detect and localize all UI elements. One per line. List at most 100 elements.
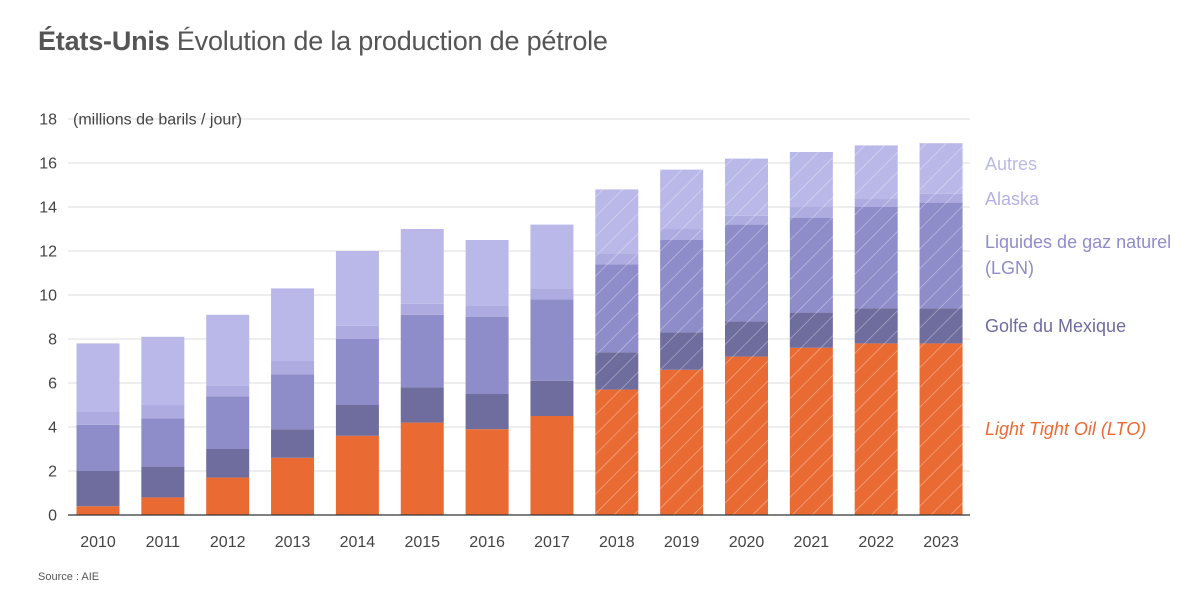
bar-segment bbox=[335, 339, 379, 405]
y-tick-label: 8 bbox=[48, 332, 57, 349]
page-title: États-Unis Évolution de la production de… bbox=[38, 26, 608, 57]
bar-segment bbox=[465, 240, 509, 306]
bar-stack-2019 bbox=[660, 169, 704, 515]
bar-hatch-overlay bbox=[789, 152, 833, 515]
bar-segment bbox=[530, 380, 574, 416]
legend-label: Alaska bbox=[985, 189, 1040, 209]
x-tick-label: 2012 bbox=[210, 534, 246, 551]
legend-item: Light Tight Oil (LTO) bbox=[985, 416, 1146, 442]
bar-segment bbox=[400, 387, 444, 423]
bar-stack-2015 bbox=[400, 229, 444, 515]
bar-segment bbox=[76, 506, 120, 515]
y-tick-label: 14 bbox=[39, 200, 57, 217]
x-tick-label: 2016 bbox=[469, 534, 505, 551]
bar-segment bbox=[141, 418, 185, 467]
bar-segment bbox=[400, 229, 444, 304]
bar-segment bbox=[335, 325, 379, 339]
bar-segment bbox=[206, 385, 250, 397]
bar-stack-2022 bbox=[854, 145, 898, 515]
bar-segment bbox=[400, 303, 444, 315]
bars bbox=[76, 143, 963, 515]
y-tick-label: 2 bbox=[48, 464, 57, 481]
bar-stack-2018 bbox=[595, 189, 639, 515]
bar-stack-2023 bbox=[919, 143, 963, 515]
title-subject: Évolution de la production de pétrole bbox=[176, 26, 608, 56]
bar-segment bbox=[206, 314, 250, 386]
bar-segment bbox=[271, 374, 315, 430]
legend-item: Autres bbox=[985, 151, 1037, 177]
bar-segment bbox=[465, 394, 509, 430]
bar-segment bbox=[76, 424, 120, 471]
bar-stack-2013 bbox=[271, 288, 315, 515]
bar-segment bbox=[335, 435, 379, 515]
x-tick-label: 2020 bbox=[729, 534, 765, 551]
y-axis: 0 2 4 6 8 10 12 14 16 18 bbox=[39, 112, 57, 525]
y-axis-unit-label: (millions de barils / jour) bbox=[73, 112, 242, 129]
bar-segment bbox=[530, 299, 574, 381]
bar-stack-2012 bbox=[206, 314, 250, 515]
legend-label: Light Tight Oil (LTO) bbox=[985, 419, 1147, 440]
source-note: Source : AIE bbox=[38, 571, 100, 583]
bar-segment bbox=[141, 336, 185, 405]
bar-segment bbox=[206, 396, 250, 449]
bar-hatch-overlay bbox=[854, 145, 898, 515]
bar-stack-2020 bbox=[725, 158, 768, 515]
bar-segment bbox=[530, 288, 574, 300]
bar-segment bbox=[76, 471, 120, 507]
y-tick-label: 10 bbox=[39, 288, 57, 305]
bar-segment bbox=[206, 449, 250, 478]
bar-hatch-overlay bbox=[660, 169, 704, 515]
bar-hatch-overlay bbox=[725, 158, 768, 515]
bar-segment bbox=[465, 306, 509, 317]
bar-segment bbox=[465, 317, 509, 394]
legend-label: Liquides de gaz naturel bbox=[985, 232, 1172, 253]
legend-item: Alaska bbox=[985, 186, 1039, 212]
x-tick-label: 2022 bbox=[858, 534, 894, 551]
y-tick-label: 0 bbox=[48, 508, 57, 525]
y-tick-label: 4 bbox=[48, 420, 57, 437]
y-tick-label: 6 bbox=[48, 376, 57, 393]
bar-stack-2021 bbox=[789, 152, 833, 515]
legend-item: Golfe du Mexique bbox=[985, 313, 1126, 339]
bar-segment bbox=[271, 361, 315, 375]
legend-item: Liquides de gaz naturel (LGN) bbox=[985, 229, 1171, 281]
bar-segment bbox=[530, 416, 574, 515]
x-tick-label: 2023 bbox=[923, 534, 959, 551]
y-gridlines bbox=[68, 118, 970, 472]
title-country: États-Unis bbox=[38, 26, 170, 56]
y-tick-label: 18 bbox=[39, 112, 57, 129]
bar-stack-2011 bbox=[141, 336, 185, 515]
x-tick-label: 2010 bbox=[80, 534, 116, 551]
bar-segment bbox=[335, 251, 379, 326]
bar-segment bbox=[141, 497, 185, 515]
x-tick-label: 2015 bbox=[404, 534, 440, 551]
x-tick-label: 2011 bbox=[146, 534, 181, 551]
bar-segment bbox=[335, 405, 379, 436]
bar-stack-2016 bbox=[465, 240, 509, 515]
bar-segment bbox=[400, 314, 444, 388]
bar-segment bbox=[530, 224, 574, 289]
bar-segment bbox=[271, 457, 315, 515]
x-tick-label: 2018 bbox=[599, 534, 635, 551]
bar-hatch-overlay bbox=[919, 143, 963, 515]
legend-label: (LGN) bbox=[985, 258, 1034, 279]
bar-segment bbox=[141, 466, 185, 498]
bar-segment bbox=[400, 422, 444, 515]
bar-stack-2010 bbox=[76, 343, 120, 515]
legend-label: Autres bbox=[985, 154, 1038, 174]
x-tick-label: 2017 bbox=[534, 534, 570, 551]
bar-segment bbox=[465, 429, 509, 515]
bar-segment bbox=[206, 477, 250, 515]
bar-segment bbox=[271, 429, 315, 458]
bar-segment bbox=[76, 343, 120, 412]
x-tick-label: 2021 bbox=[794, 534, 830, 551]
bar-segment bbox=[271, 288, 315, 361]
bar-segment bbox=[76, 411, 120, 425]
bar-stack-2017 bbox=[530, 224, 574, 515]
bar-stack-2014 bbox=[335, 251, 379, 515]
bar-segment bbox=[141, 405, 185, 419]
x-tick-label: 2013 bbox=[275, 534, 311, 551]
y-tick-label: 16 bbox=[39, 156, 57, 173]
y-tick-label: 12 bbox=[39, 244, 57, 261]
